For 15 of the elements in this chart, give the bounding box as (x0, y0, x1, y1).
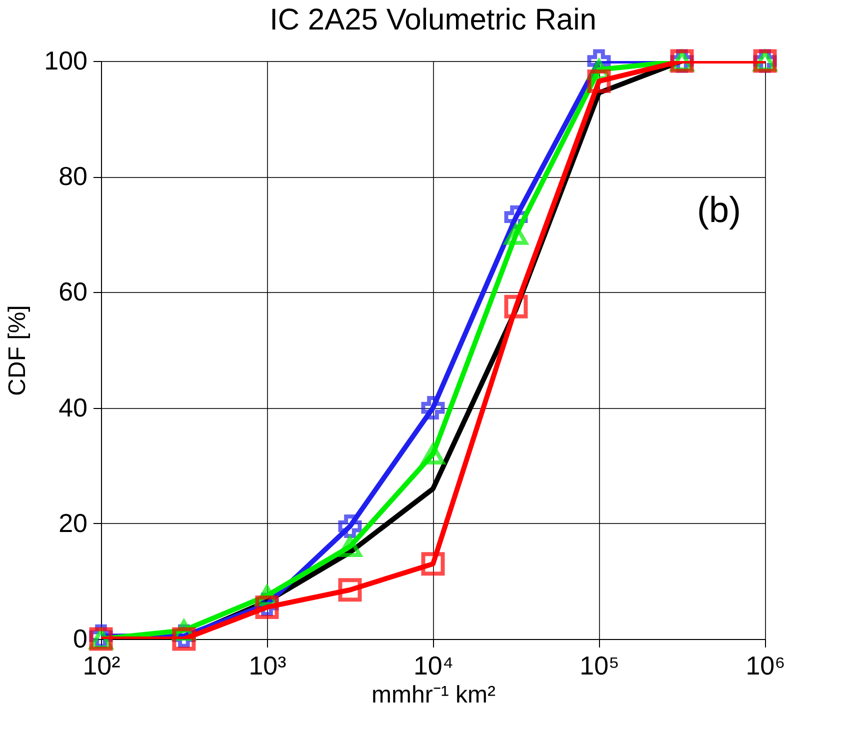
y-axis-title: CDF [%] (4, 305, 32, 396)
y-tick-label: 100 (44, 46, 88, 76)
x-tick-label: 10⁵ (580, 650, 620, 680)
y-tick-label: 60 (58, 276, 88, 307)
y-tick-label: 20 (58, 508, 88, 538)
x-axis-title: mmhr⁻¹ km² (372, 682, 496, 708)
chart-title: IC 2A25 Volumetric Rain (270, 3, 596, 36)
y-tick-label: 80 (58, 161, 88, 192)
y-tick-label: 0 (73, 624, 88, 654)
annotation: (b) (697, 189, 741, 230)
x-tick-label: 10² (82, 650, 121, 680)
x-tick-label: 10⁶ (746, 650, 786, 680)
x-tick-label: 10⁴ (413, 650, 454, 680)
y-tick-label: 40 (58, 392, 88, 422)
x-tick-label: 10³ (248, 650, 287, 680)
